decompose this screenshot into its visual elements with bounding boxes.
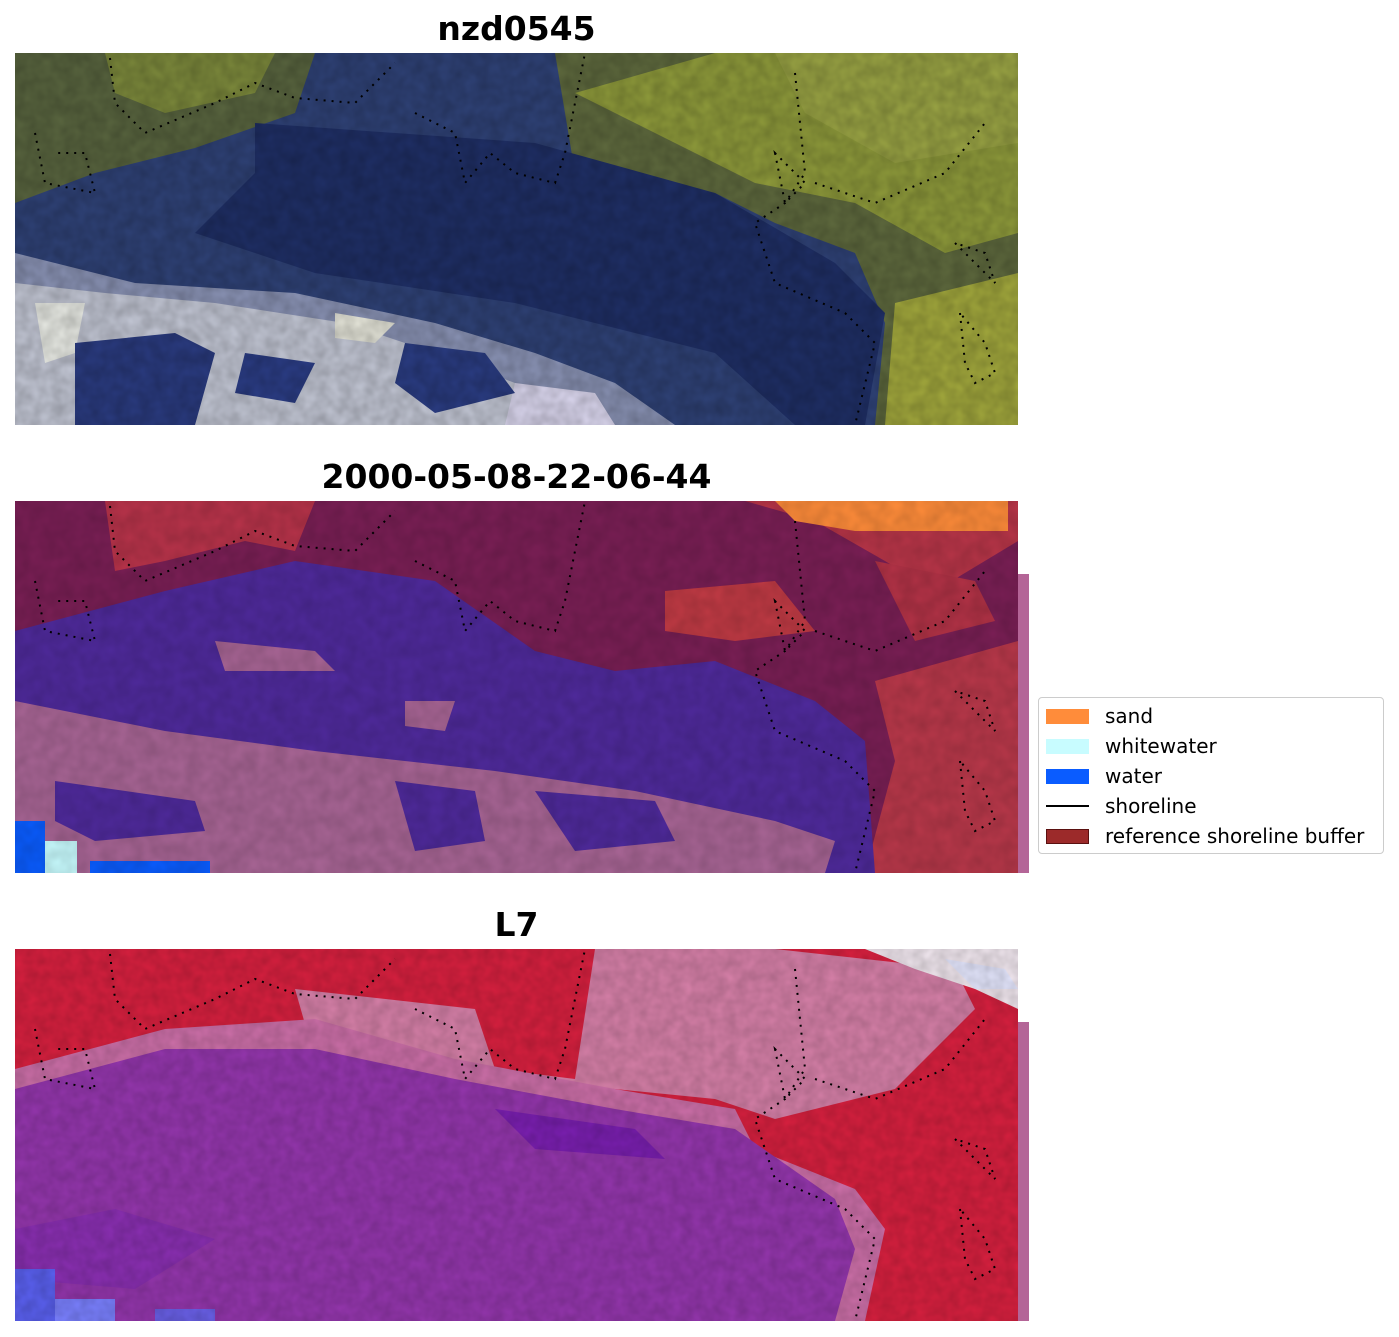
buffer-swatch	[1046, 828, 1089, 844]
panel-title-l7: L7	[494, 905, 539, 944]
legend-label: sand	[1105, 704, 1154, 728]
buffer-edge-strip	[1018, 574, 1029, 873]
panel-title-rgb: nzd0545	[437, 9, 596, 48]
legend-item-shoreline: shoreline	[1046, 794, 1197, 818]
legend-item-buffer: reference shoreline buffer	[1046, 824, 1365, 848]
classification-image	[15, 501, 1018, 873]
water-swatch	[1046, 768, 1089, 784]
sand-swatch	[1046, 708, 1089, 724]
buffer-edge-strip-l7	[1018, 1022, 1029, 1321]
rgb-image	[15, 53, 1018, 425]
legend-item-whitewater: whitewater	[1046, 734, 1217, 758]
legend-label: whitewater	[1105, 734, 1217, 758]
legend-label: reference shoreline buffer	[1105, 824, 1365, 848]
classification-canvas	[15, 501, 1018, 873]
legend-label: shoreline	[1105, 794, 1197, 818]
legend: sand whitewater water shoreline referenc…	[1038, 697, 1384, 854]
legend-item-water: water	[1046, 764, 1162, 788]
l7-canvas	[15, 949, 1018, 1321]
shoreline-line-swatch	[1046, 805, 1089, 807]
panel-title-classification: 2000-05-08-22-06-44	[321, 457, 712, 496]
legend-label: water	[1105, 764, 1162, 788]
l7-image	[15, 949, 1018, 1321]
whitewater-swatch	[1046, 738, 1089, 754]
legend-item-sand: sand	[1046, 704, 1154, 728]
rgb-image-canvas	[15, 53, 1018, 425]
